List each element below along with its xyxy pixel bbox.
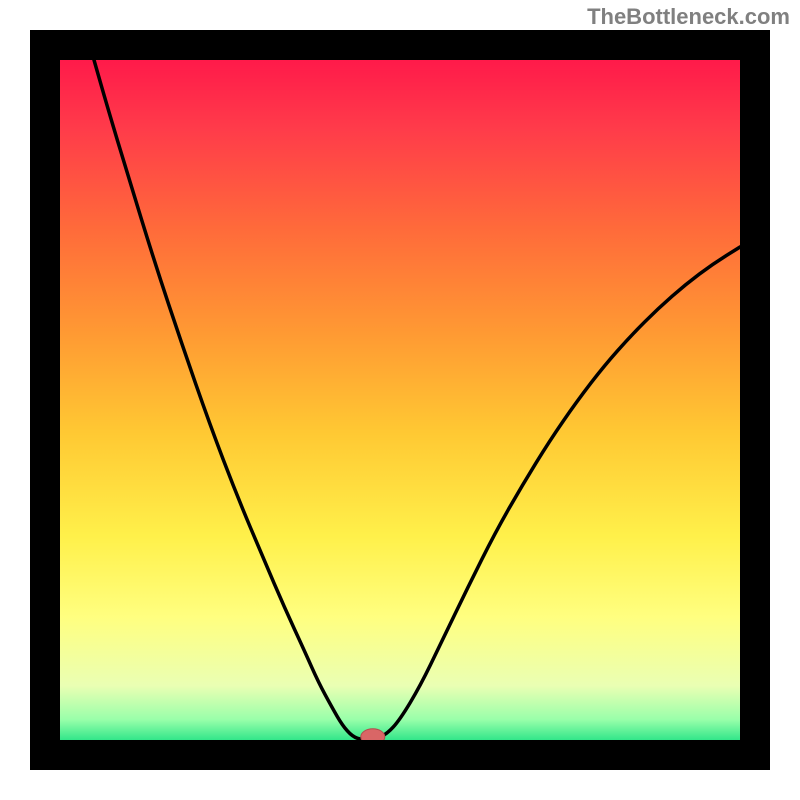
bottleneck-curve <box>94 60 740 740</box>
plot-area <box>30 30 770 770</box>
watermark-text: TheBottleneck.com <box>587 4 790 30</box>
curve-layer <box>60 60 740 740</box>
minimum-marker <box>361 729 385 740</box>
bottleneck-chart: TheBottleneck.com <box>0 0 800 800</box>
